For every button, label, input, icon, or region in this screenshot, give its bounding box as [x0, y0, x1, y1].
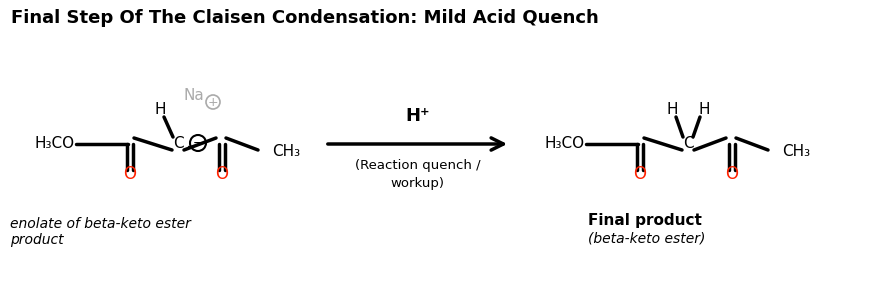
Text: Na: Na [184, 88, 204, 104]
Text: enolate of beta-keto ester: enolate of beta-keto ester [10, 217, 191, 231]
Text: .: . [186, 133, 192, 153]
Text: O: O [633, 165, 646, 183]
Text: H₃CO: H₃CO [545, 137, 585, 152]
Text: H: H [154, 101, 166, 117]
Text: (beta-keto ester): (beta-keto ester) [588, 232, 705, 246]
Text: O: O [725, 165, 738, 183]
Text: CH₃: CH₃ [272, 144, 300, 159]
Text: +: + [208, 95, 218, 108]
Text: CH₃: CH₃ [782, 144, 810, 159]
Text: H: H [698, 101, 710, 117]
Text: (Reaction quench /
workup): (Reaction quench / workup) [355, 159, 480, 189]
Text: H⁺: H⁺ [406, 107, 430, 125]
Text: Final Step Of The Claisen Condensation: Mild Acid Quench: Final Step Of The Claisen Condensation: … [11, 9, 598, 27]
Text: Final product: Final product [588, 213, 702, 227]
Text: O: O [215, 165, 229, 183]
Text: H: H [667, 101, 678, 117]
Text: H₃CO: H₃CO [35, 137, 75, 152]
Text: O: O [124, 165, 137, 183]
Text: −: − [193, 137, 203, 149]
Text: C: C [682, 137, 693, 152]
Text: C: C [173, 137, 183, 152]
Text: product: product [10, 233, 64, 247]
